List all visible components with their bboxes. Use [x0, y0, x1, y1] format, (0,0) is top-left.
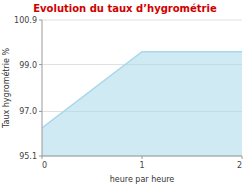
y-tick-label: 100.9	[14, 16, 37, 25]
grid-line	[42, 20, 242, 21]
y-axis-line	[42, 20, 43, 156]
area-line	[42, 52, 242, 128]
y-label: Taux hygrométrie %	[1, 48, 11, 130]
x-axis-line	[42, 156, 242, 157]
chart-container: 95.1 97.0 99.0 100.9 0 1 2 Evolution du taux d’…	[0, 0, 250, 188]
grid-line	[42, 156, 242, 157]
x-tick-label: 1	[139, 161, 144, 170]
y-grid	[42, 20, 242, 156]
y-tick-label: 97.0	[19, 107, 37, 116]
y-tick-label: 95.1	[19, 152, 37, 161]
x-tick-label: 2	[237, 161, 242, 170]
area-fill	[42, 52, 242, 156]
y-tick-label: 99.0	[19, 61, 37, 70]
x-label: heure par heure	[110, 175, 175, 184]
title: Evolution du taux d’hygrométrie	[33, 3, 217, 14]
x-tick-label: 0	[42, 161, 47, 170]
chart-svg: 95.1 97.0 99.0 100.9 0 1 2 Evolution du taux d’…	[0, 0, 250, 188]
plot-data	[42, 52, 242, 156]
